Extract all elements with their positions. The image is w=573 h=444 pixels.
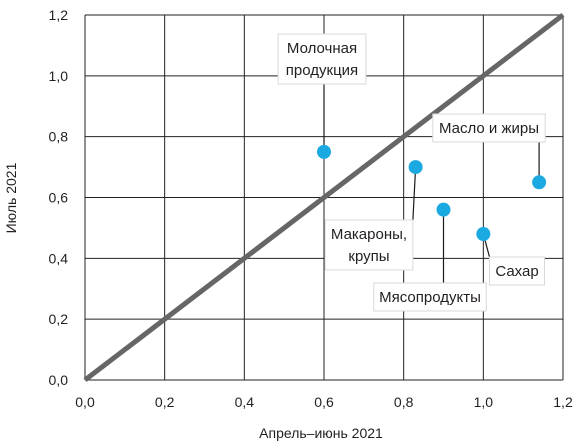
- x-tick-label: 0,4: [235, 394, 255, 410]
- point-label: Мясопродукты: [379, 289, 481, 306]
- y-tick-label: 0,6: [49, 190, 69, 206]
- x-tick-label: 0,0: [75, 394, 95, 410]
- leader-line: [413, 167, 416, 220]
- y-axis-label: Июль 2021: [3, 162, 19, 233]
- y-tick-label: 0,0: [49, 372, 69, 388]
- point-label: Масло и жиры: [439, 120, 539, 137]
- point-label: Молочная: [287, 40, 357, 57]
- y-tick-label: 1,2: [49, 7, 69, 23]
- point-label: Макароны,: [331, 226, 407, 243]
- data-point: [532, 175, 546, 189]
- y-tick-label: 0,4: [49, 250, 69, 266]
- data-point: [476, 227, 490, 241]
- x-tick-label: 1,2: [553, 394, 573, 410]
- y-tick-label: 0,2: [49, 311, 69, 327]
- x-axis-label: Апрель–июнь 2021: [259, 425, 383, 441]
- data-point: [409, 160, 423, 174]
- point-label: продукция: [286, 62, 358, 79]
- y-tick-label: 1,0: [49, 68, 69, 84]
- point-label: Сахар: [495, 263, 538, 280]
- point-label: крупы: [348, 248, 389, 265]
- x-tick-label: 1,0: [474, 394, 494, 410]
- x-tick-label: 0,6: [314, 394, 334, 410]
- data-point: [437, 203, 451, 217]
- data-point: [317, 145, 331, 159]
- y-tick-label: 0,8: [49, 129, 69, 145]
- x-tick-label: 0,8: [394, 394, 414, 410]
- x-tick-label: 0,2: [155, 394, 175, 410]
